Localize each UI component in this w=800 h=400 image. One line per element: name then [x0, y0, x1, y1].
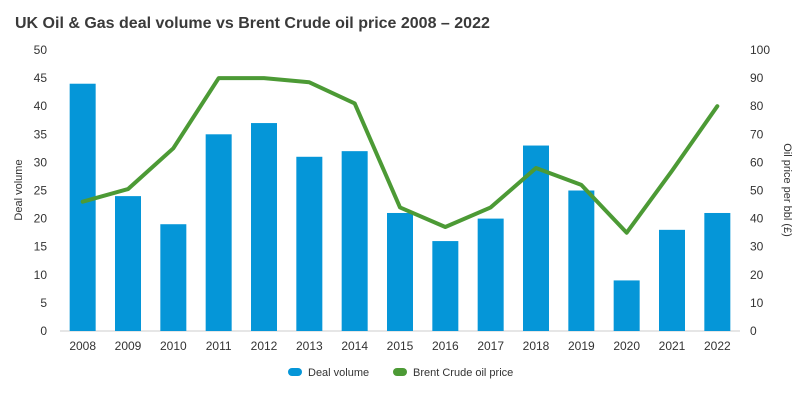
right-tick-label: 10	[750, 296, 764, 310]
right-tick-label: 70	[750, 127, 764, 141]
right-tick-label: 100	[750, 43, 770, 57]
left-tick-label: 25	[34, 184, 48, 198]
chart-title: UK Oil & Gas deal volume vs Brent Crude …	[15, 15, 490, 32]
left-tick-label: 50	[34, 43, 48, 57]
right-tick-label: 50	[750, 184, 764, 198]
legend-swatch-brent-crude	[393, 368, 407, 376]
left-axis-ticks: 0 5 10 15 20 25 30 35 40 45 50	[34, 43, 48, 338]
bar-2010	[160, 224, 187, 331]
x-tick-label: 2019	[568, 339, 595, 353]
x-tick-label: 2010	[160, 339, 187, 353]
bar-2020	[613, 280, 640, 331]
bar-2019	[568, 190, 595, 331]
bar-2012	[251, 123, 277, 331]
x-tick-label: 2014	[341, 339, 368, 353]
right-tick-label: 40	[750, 212, 764, 226]
right-tick-label: 80	[750, 99, 764, 113]
x-tick-label: 2016	[432, 339, 459, 353]
right-tick-label: 30	[750, 240, 764, 254]
bar-2013	[296, 156, 323, 331]
right-tick-label: 90	[750, 71, 764, 85]
left-tick-label: 5	[40, 296, 47, 310]
legend-label-deal-volume: Deal volume	[308, 367, 369, 379]
brent-crude-line	[80, 76, 720, 235]
right-axis-ticks: 0 10 20 30 40 50 60 70 80 90 100	[750, 43, 770, 338]
legend-swatch-deal-volume	[288, 368, 302, 376]
x-tick-label: 2020	[613, 339, 640, 353]
x-tick-label: 2021	[659, 339, 686, 353]
bar-2009	[115, 196, 141, 331]
bar-2017	[477, 218, 504, 331]
x-tick-label: 2009	[115, 339, 142, 353]
bar-2022	[704, 212, 731, 331]
deal-volume-bars	[69, 83, 731, 331]
x-tick-label: 2013	[296, 339, 323, 353]
legend: Deal volume Brent Crude oil price	[288, 367, 513, 379]
left-axis-label: Deal volume	[13, 159, 25, 220]
left-tick-label: 40	[34, 99, 48, 113]
x-tick-label: 2017	[477, 339, 504, 353]
bar-2014	[341, 151, 368, 331]
left-tick-label: 15	[34, 240, 48, 254]
bar-2011	[205, 134, 232, 331]
x-tick-label: 2008	[69, 339, 96, 353]
left-tick-label: 0	[40, 324, 47, 338]
x-axis-ticks: 2008 2009 2010 2011 2012 2013 2014 2015 2016 2017…	[69, 339, 731, 353]
right-tick-label: 20	[750, 268, 764, 282]
left-tick-label: 45	[34, 71, 48, 85]
bar-2008	[69, 83, 96, 331]
right-axis-label: Oil price per bbl (£)	[781, 143, 793, 237]
x-tick-label: 2022	[704, 339, 731, 353]
left-tick-label: 20	[34, 212, 48, 226]
x-tick-label: 2015	[387, 339, 414, 353]
left-tick-label: 35	[34, 127, 48, 141]
right-tick-label: 60	[750, 155, 764, 169]
bar-2021	[659, 229, 685, 331]
right-tick-label: 0	[750, 324, 757, 338]
x-tick-label: 2018	[523, 339, 550, 353]
legend-label-brent-crude: Brent Crude oil price	[413, 367, 513, 379]
x-tick-label: 2012	[251, 339, 278, 353]
x-tick-label: 2011	[206, 339, 232, 353]
left-tick-label: 30	[34, 155, 48, 169]
left-tick-label: 10	[34, 268, 48, 282]
bar-2016	[432, 241, 459, 331]
bar-2015	[387, 212, 413, 331]
